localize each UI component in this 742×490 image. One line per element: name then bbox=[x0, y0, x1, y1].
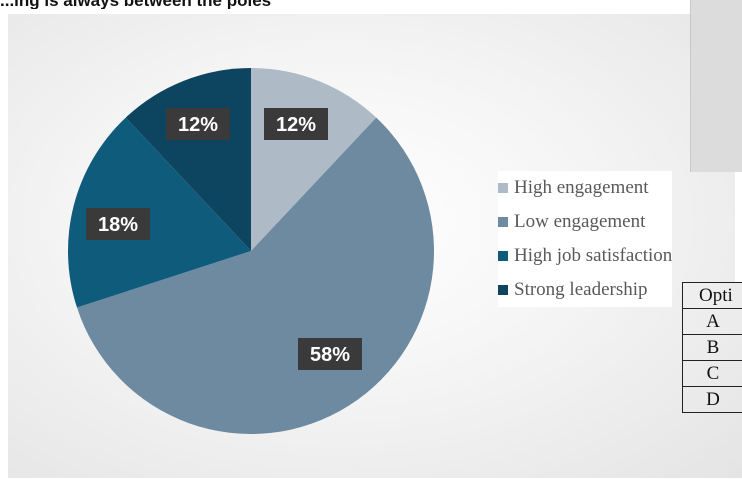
data-label: 12% bbox=[264, 108, 328, 140]
panel-gap bbox=[735, 172, 742, 282]
data-label-text: 12% bbox=[178, 114, 218, 136]
legend-swatch bbox=[498, 285, 508, 295]
data-label-box bbox=[298, 338, 362, 370]
legend-item-low-engagement: Low engagement bbox=[498, 205, 672, 239]
option-c: C bbox=[682, 360, 742, 387]
data-label: 18% bbox=[86, 208, 150, 240]
data-label: 58% bbox=[298, 338, 362, 370]
option-d: D bbox=[682, 386, 742, 413]
data-label-text: 58% bbox=[310, 344, 350, 366]
legend-label: High job satisfaction bbox=[514, 245, 673, 266]
legend-item-high-engagement: High engagement bbox=[498, 171, 672, 205]
data-label-box bbox=[166, 108, 230, 140]
legend-swatch bbox=[498, 251, 508, 261]
option-a: A bbox=[682, 308, 742, 335]
data-label-box bbox=[264, 108, 328, 140]
legend-item-high-job-satisfaction: High job satisfaction bbox=[498, 239, 672, 273]
data-label-text: 12% bbox=[276, 114, 316, 136]
legend-label: Strong leadership bbox=[514, 279, 648, 300]
data-label: 12% bbox=[166, 108, 230, 140]
legend-swatch bbox=[498, 217, 508, 227]
data-label-text: 18% bbox=[98, 214, 138, 236]
options-header: Opti bbox=[682, 282, 742, 309]
legend-swatch bbox=[498, 183, 508, 193]
overlapping-panel bbox=[690, 0, 742, 172]
legend-label: High engagement bbox=[514, 177, 649, 198]
chart-title-fragment: ...ing is always between the poles bbox=[0, 0, 690, 9]
legend-label: Low engagement bbox=[514, 211, 646, 232]
data-label-box bbox=[86, 208, 150, 240]
legend-item-strong-leadership: Strong leadership bbox=[498, 273, 672, 307]
options-table: Opti A B C D bbox=[682, 282, 742, 413]
pie-slice-high-job-satisfaction bbox=[68, 117, 251, 308]
chart-legend: High engagement Low engagement High job … bbox=[498, 171, 673, 307]
option-b: B bbox=[682, 334, 742, 361]
